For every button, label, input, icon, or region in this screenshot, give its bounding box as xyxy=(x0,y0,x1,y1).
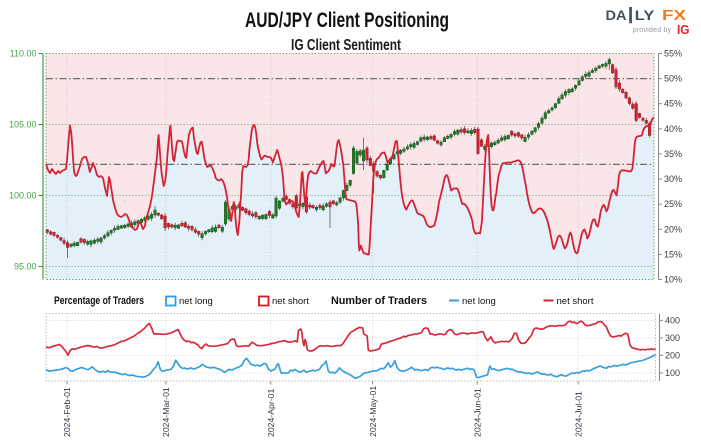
svg-text:Number of Traders: Number of Traders xyxy=(331,295,427,307)
svg-text:300: 300 xyxy=(665,333,680,343)
svg-text:40%: 40% xyxy=(664,124,682,134)
svg-text:400: 400 xyxy=(665,315,680,325)
svg-text:25%: 25% xyxy=(664,199,682,209)
svg-text:AUD/JPY Client Positioning: AUD/JPY Client Positioning xyxy=(245,9,449,32)
svg-text:IG: IG xyxy=(677,23,690,37)
svg-text:net short: net short xyxy=(272,296,309,307)
svg-text:55%: 55% xyxy=(664,49,682,59)
svg-text:105.00: 105.00 xyxy=(9,120,37,130)
svg-text:2024-May-01: 2024-May-01 xyxy=(368,386,378,437)
svg-text:20%: 20% xyxy=(664,224,682,234)
svg-text:net short: net short xyxy=(557,296,594,307)
svg-text:50%: 50% xyxy=(664,74,682,84)
svg-text:35%: 35% xyxy=(664,149,682,159)
svg-text:DA: DA xyxy=(606,8,627,23)
svg-text:2024-Apr-01: 2024-Apr-01 xyxy=(266,389,276,437)
svg-text:2024-Mar-01: 2024-Mar-01 xyxy=(161,387,171,437)
svg-text:2024-Jun-01: 2024-Jun-01 xyxy=(472,388,482,437)
svg-text:100: 100 xyxy=(665,368,680,378)
svg-text:95.00: 95.00 xyxy=(14,262,37,272)
svg-text:15%: 15% xyxy=(664,249,682,259)
svg-text:provided by: provided by xyxy=(633,25,672,34)
svg-text:IG Client Sentiment: IG Client Sentiment xyxy=(291,37,401,54)
svg-text:Percentage of Traders: Percentage of Traders xyxy=(54,295,144,307)
svg-text:100.00: 100.00 xyxy=(9,191,37,201)
svg-text:30%: 30% xyxy=(664,174,682,184)
svg-text:2024-Jul-01: 2024-Jul-01 xyxy=(573,391,583,437)
svg-text:net long: net long xyxy=(179,296,213,307)
svg-text:45%: 45% xyxy=(664,99,682,109)
svg-text:200: 200 xyxy=(665,350,680,360)
svg-text:2024-Feb-01: 2024-Feb-01 xyxy=(62,387,72,437)
svg-text:FX: FX xyxy=(662,8,686,24)
svg-text:net long: net long xyxy=(462,296,496,307)
svg-text:110.00: 110.00 xyxy=(10,49,37,59)
svg-text:LY: LY xyxy=(635,8,655,23)
svg-text:10%: 10% xyxy=(664,275,682,285)
